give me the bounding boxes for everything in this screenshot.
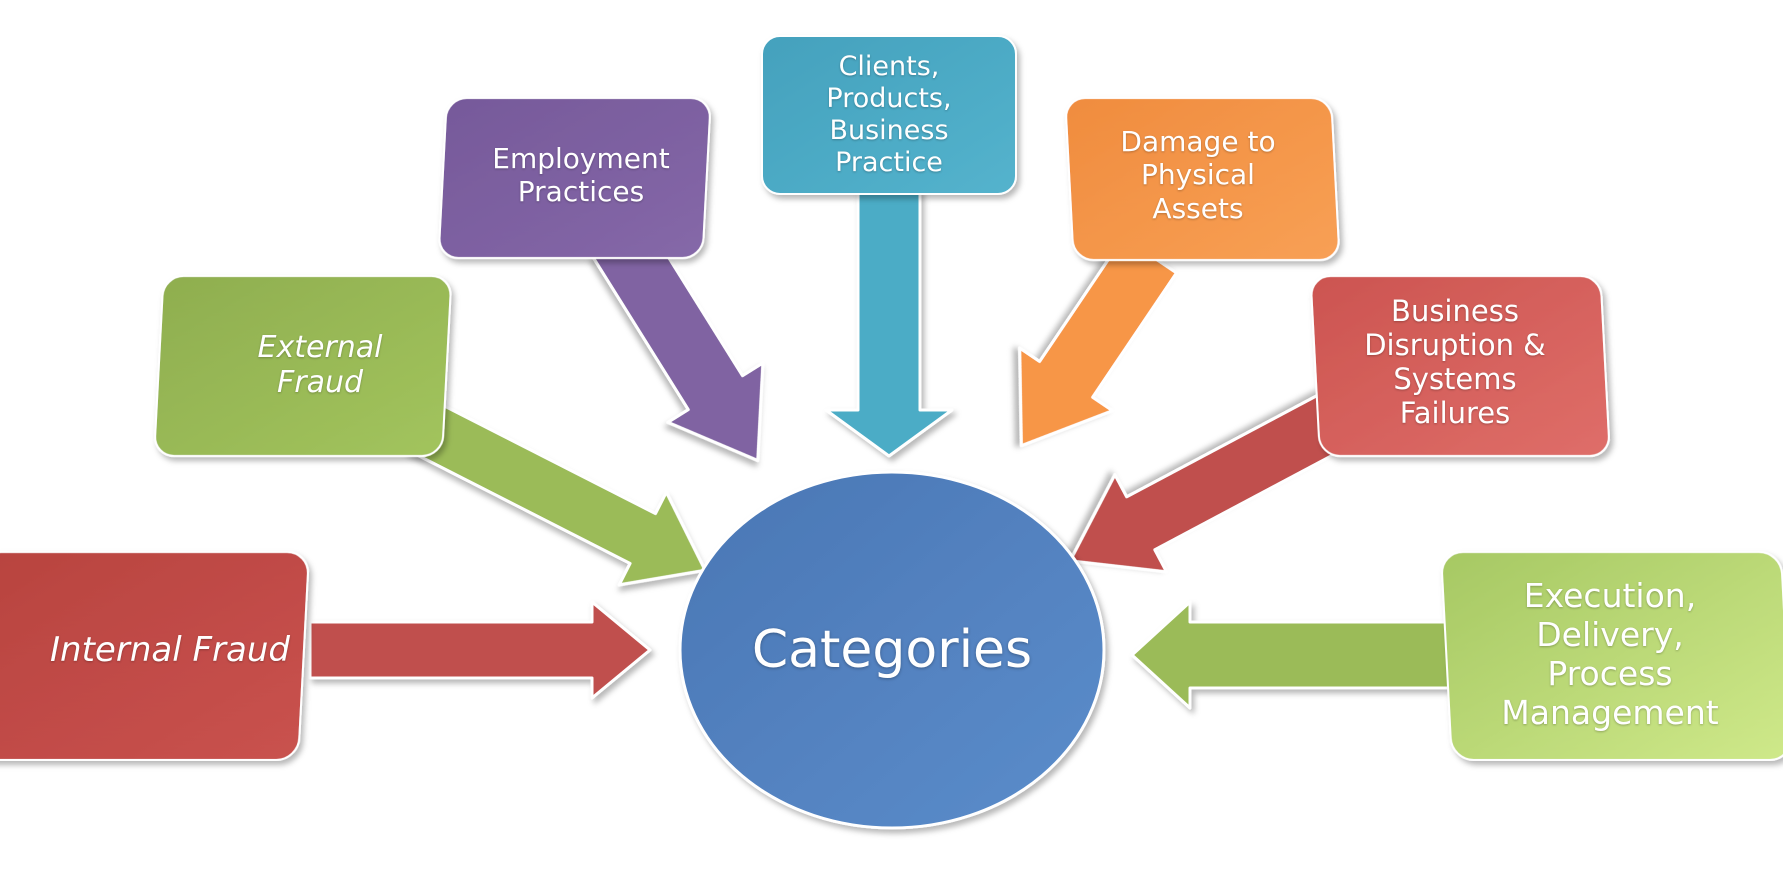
center-label: Categories — [751, 620, 1033, 680]
arrows — [308, 188, 1472, 710]
arrow-execution-delivery — [1130, 600, 1472, 710]
arrow-damage-physical-assets — [1018, 235, 1179, 448]
box-damage-physical-assets — [1065, 97, 1340, 261]
category-boxes — [0, 35, 1783, 761]
label-internal-fraud: Internal Fraud — [50, 629, 290, 670]
label-employment-practices: Employment Practices — [492, 141, 670, 208]
box-internal-fraud — [0, 551, 309, 761]
arrow-business-disruption — [1068, 392, 1351, 574]
arrow-external-fraud — [405, 398, 707, 587]
box-clients-products — [761, 35, 1017, 195]
label-business-disruption: Business Disruption & Systems Failures — [1364, 293, 1546, 431]
arrow-clients-products — [824, 188, 954, 458]
arrow-employment-practices — [591, 221, 765, 462]
label-clients-products: Clients, Products, Business Practice — [826, 51, 952, 178]
box-external-fraud — [154, 275, 452, 457]
arrow-internal-fraud — [308, 600, 652, 700]
center-circle — [678, 470, 1106, 830]
box-business-disruption — [1310, 275, 1610, 457]
label-damage-physical-assets: Damage to Physical Assets — [1120, 125, 1276, 225]
box-employment-practices — [438, 97, 711, 259]
label-execution-delivery: Execution, Delivery, Process Management — [1501, 576, 1719, 732]
box-execution-delivery — [1441, 551, 1783, 761]
label-external-fraud: External Fraud — [257, 329, 383, 400]
